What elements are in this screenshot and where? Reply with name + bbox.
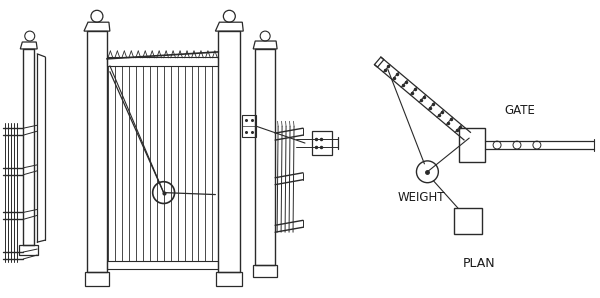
Text: WEIGHT: WEIGHT <box>398 191 445 204</box>
Text: PLAN: PLAN <box>463 257 496 270</box>
Bar <box>255 49 275 265</box>
Text: GATE: GATE <box>504 104 535 117</box>
Bar <box>312 131 332 156</box>
Bar <box>107 261 218 269</box>
Bar <box>253 265 277 277</box>
Bar <box>107 57 218 66</box>
Bar <box>459 128 485 162</box>
Bar <box>217 272 242 286</box>
Bar <box>454 208 482 234</box>
Bar <box>85 272 109 286</box>
Bar <box>218 31 240 272</box>
Bar <box>87 31 107 272</box>
Bar <box>242 115 256 137</box>
Bar <box>19 245 38 255</box>
